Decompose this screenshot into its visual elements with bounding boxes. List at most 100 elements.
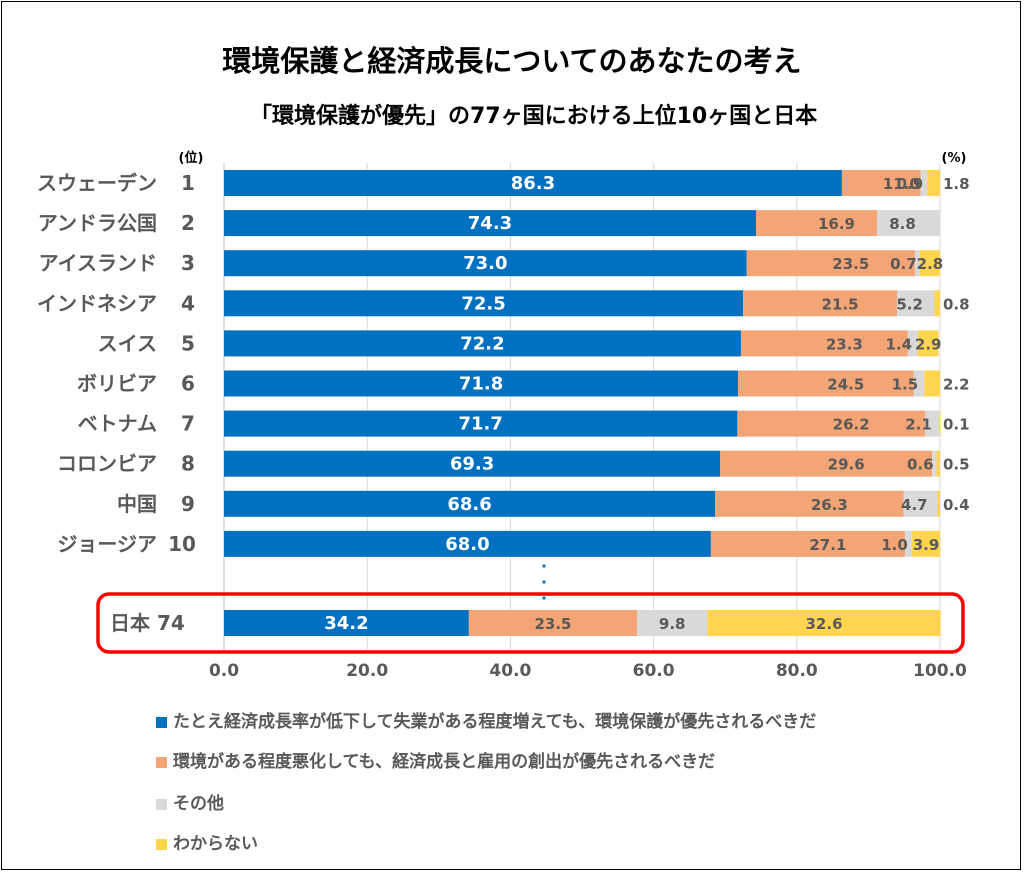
data-label-economy: 16.9 xyxy=(818,215,855,233)
bar-segment-economy xyxy=(720,450,933,477)
bar-segment-environment xyxy=(224,290,744,317)
data-label-unknown: 2.2 xyxy=(943,376,970,394)
rank-label: 8 xyxy=(181,452,195,476)
x-tick-label: 60.0 xyxy=(633,661,675,681)
legend-swatch-unknown xyxy=(156,838,167,850)
bar-segment-other xyxy=(920,170,928,196)
category-label: アイスランド xyxy=(39,251,157,275)
bar-segment-economy xyxy=(710,530,905,557)
x-tick-label: 20.0 xyxy=(346,661,388,681)
bar-segment-other xyxy=(907,330,918,357)
x-tick-label: 80.0 xyxy=(776,661,818,681)
data-label-other: 8.8 xyxy=(889,215,916,233)
data-label-economy: 27.1 xyxy=(809,536,846,554)
category-label: コロンビア xyxy=(57,452,157,476)
bar-segment-economy xyxy=(841,170,921,196)
bar-segment-environment xyxy=(224,370,739,397)
bar-segment-economy xyxy=(468,610,638,636)
legend-item-environment: たとえ経済成長率が低下して失業がある程度増えても、環境保護が優先されるべきだ xyxy=(156,707,816,732)
bar-segment-unknown xyxy=(934,290,940,317)
data-label-unknown: 32.6 xyxy=(806,615,843,633)
data-label-other: 9.8 xyxy=(659,615,686,633)
data-label-other: 0.6 xyxy=(907,456,934,474)
rank-header: (位) xyxy=(179,150,204,166)
category-label: ジョージア xyxy=(57,532,157,556)
x-tick-label: 0.0 xyxy=(209,661,239,681)
data-label-other: 1.4 xyxy=(886,335,913,353)
rank-label: 10 xyxy=(168,532,196,556)
bar-segment-other xyxy=(914,250,920,277)
bar-segment-environment xyxy=(224,210,756,237)
data-label-unknown: 0.5 xyxy=(943,456,970,474)
data-label-environment: 68.0 xyxy=(445,534,489,555)
bar-segment-environment xyxy=(224,490,716,517)
legend-item-unknown: わからない xyxy=(156,829,258,854)
data-label-other: 1.0 xyxy=(881,536,908,554)
bar-segment-economy xyxy=(743,290,898,317)
rank-label: 1 xyxy=(181,171,195,195)
data-label-unknown: 3.9 xyxy=(913,536,940,554)
bar-segment-other xyxy=(924,410,940,437)
bar-segment-unknown xyxy=(937,490,940,517)
data-label-economy: 24.5 xyxy=(827,376,864,394)
legend-label-environment: たとえ経済成長率が低下して失業がある程度増えても、環境保護が優先されるべきだ xyxy=(173,712,817,732)
chart-subtitle: 「環境保護が優先」の77ヶ国における上位10ヶ国と日本 xyxy=(250,104,818,129)
bar-segment-other xyxy=(904,530,913,557)
gap-dot xyxy=(542,580,546,584)
data-label-economy: 21.5 xyxy=(822,295,859,313)
data-label-unknown: 2.9 xyxy=(915,335,942,353)
x-tick-label: 40.0 xyxy=(489,661,531,681)
data-label-unknown: 0.4 xyxy=(943,496,970,514)
bar-segment-economy xyxy=(738,370,914,397)
data-label-economy: 26.3 xyxy=(811,496,848,514)
legend-swatch-other xyxy=(156,798,167,810)
data-label-other: 0.9 xyxy=(897,175,924,193)
chart-title: 環境保護と経済成長についてのあなたの考え xyxy=(222,44,802,78)
bar-segment-unknown xyxy=(940,410,941,437)
x-tick-label: 100.0 xyxy=(913,661,967,681)
data-label-environment: 73.0 xyxy=(463,253,507,274)
data-label-unknown: 1.8 xyxy=(943,175,970,193)
category-label: 中国 xyxy=(117,492,157,516)
rank-label: 5 xyxy=(181,331,195,355)
bar-segment-environment xyxy=(224,450,721,477)
data-label-other: 1.5 xyxy=(892,376,919,394)
bar-segment-other xyxy=(637,610,708,636)
legend-label-unknown: わからない xyxy=(173,834,258,854)
legend-label-other: その他 xyxy=(173,794,224,814)
bar-segment-environment xyxy=(224,410,738,437)
category-label: スウェーデン xyxy=(37,171,157,195)
data-label-environment: 68.6 xyxy=(447,494,491,515)
legend-swatch-environment xyxy=(156,716,167,728)
gap-dot xyxy=(542,596,546,600)
data-label-other: 5.2 xyxy=(896,295,923,313)
bar-segment-unknown xyxy=(707,610,941,636)
data-label-unknown: 0.8 xyxy=(943,295,970,313)
rank-label: 7 xyxy=(181,412,195,436)
gap-dot xyxy=(542,564,546,568)
data-label-unknown: 0.1 xyxy=(943,416,970,434)
bar-segment-other xyxy=(913,370,925,397)
category-label: ボリビア xyxy=(77,372,157,396)
bar-segment-other xyxy=(876,210,940,237)
data-label-other: 0.7 xyxy=(890,255,917,273)
data-label-economy: 23.3 xyxy=(826,335,863,353)
bar-segment-environment xyxy=(224,330,741,357)
category-label: アンドラ公国 xyxy=(38,211,157,235)
bar-segment-environment xyxy=(224,170,842,196)
bar-segment-other xyxy=(903,490,938,517)
category-label: ベトナム xyxy=(78,412,157,436)
data-label-environment: 72.2 xyxy=(460,333,504,354)
legend-item-economy: 環境がある程度悪化しても、経済成長と雇用の創出が優先されるべきだ xyxy=(156,747,715,772)
legend-item-other: その他 xyxy=(156,789,224,814)
bar-segment-other xyxy=(932,450,937,477)
rank-label: 6 xyxy=(181,372,195,396)
bar-segment-unknown xyxy=(936,450,940,477)
data-label-environment: 71.8 xyxy=(459,374,503,395)
bar-segment-economy xyxy=(746,250,915,277)
rank-label: 2 xyxy=(181,211,195,235)
rank-label: 4 xyxy=(181,291,195,315)
bar-segment-unknown xyxy=(924,370,940,397)
data-label-other: 4.7 xyxy=(901,496,928,514)
data-label-economy: 23.5 xyxy=(534,615,571,633)
